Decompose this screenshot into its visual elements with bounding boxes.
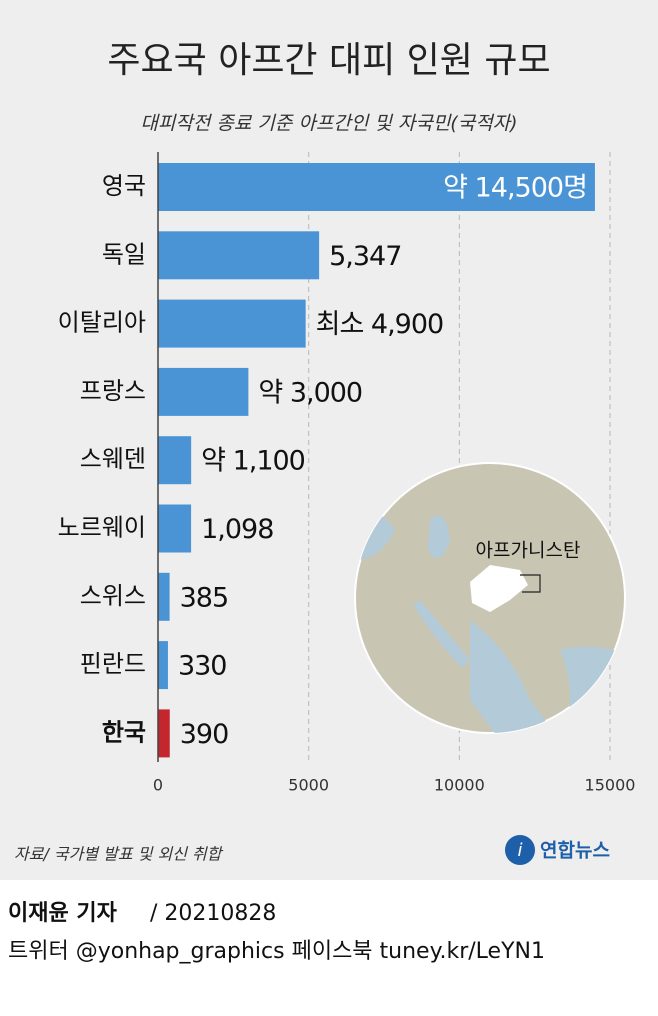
value-label: 약 1,100 xyxy=(201,446,305,477)
logo: i xyxy=(505,835,535,865)
bar xyxy=(158,641,168,690)
category-label: 핀란드 xyxy=(80,650,146,678)
category-label: 영국 xyxy=(102,172,146,200)
map-label: 아프가니스탄 xyxy=(476,540,581,562)
value-label: 330 xyxy=(178,651,227,682)
category-label: 스위스 xyxy=(80,582,146,610)
value-label: 최소 4,900 xyxy=(316,309,444,340)
category-label: 한국 xyxy=(102,718,146,746)
value-label: 약 3,000 xyxy=(258,377,362,408)
category-label: 독일 xyxy=(102,240,146,268)
credit-date: / 20210828 xyxy=(150,901,276,926)
x-tick-label: 15000 xyxy=(585,776,636,795)
category-label: 이탈리아 xyxy=(58,309,146,337)
credit-social: 트위터 @yonhap_graphics 페이스북 tuney.kr/LeYN1 xyxy=(8,939,545,964)
bar xyxy=(158,163,595,211)
category-label: 스웨덴 xyxy=(80,445,146,473)
x-tick-label: 10000 xyxy=(434,776,485,795)
source-note: 자료/ 국가별 발표 및 외신 취합 xyxy=(14,845,224,864)
value-label: 약 14,500명 xyxy=(443,173,587,204)
x-tick-label: 0 xyxy=(153,776,163,795)
panel-background xyxy=(0,0,658,880)
svg-text:i: i xyxy=(517,840,522,861)
bar xyxy=(158,367,249,416)
value-label: 1,098 xyxy=(201,514,273,545)
bar xyxy=(158,436,192,485)
category-label: 노르웨이 xyxy=(58,514,146,542)
bar xyxy=(158,709,170,758)
bar xyxy=(158,299,306,348)
value-label: 5,347 xyxy=(329,241,401,272)
category-label: 프랑스 xyxy=(80,377,146,405)
bar xyxy=(158,231,320,280)
bar xyxy=(158,572,170,621)
chart-subtitle: 대피작전 종료 기준 아프간인 및 자국민(국적자) xyxy=(140,113,517,135)
value-label: 385 xyxy=(180,582,229,613)
value-label: 390 xyxy=(180,719,229,750)
chart-title: 주요국 아프간 대피 인원 규모 xyxy=(107,40,550,81)
credit-author: 이재윤 기자 xyxy=(8,901,118,926)
x-tick-label: 5000 xyxy=(288,776,329,795)
bar xyxy=(158,504,192,553)
logo-text: 연합뉴스 xyxy=(540,840,610,862)
